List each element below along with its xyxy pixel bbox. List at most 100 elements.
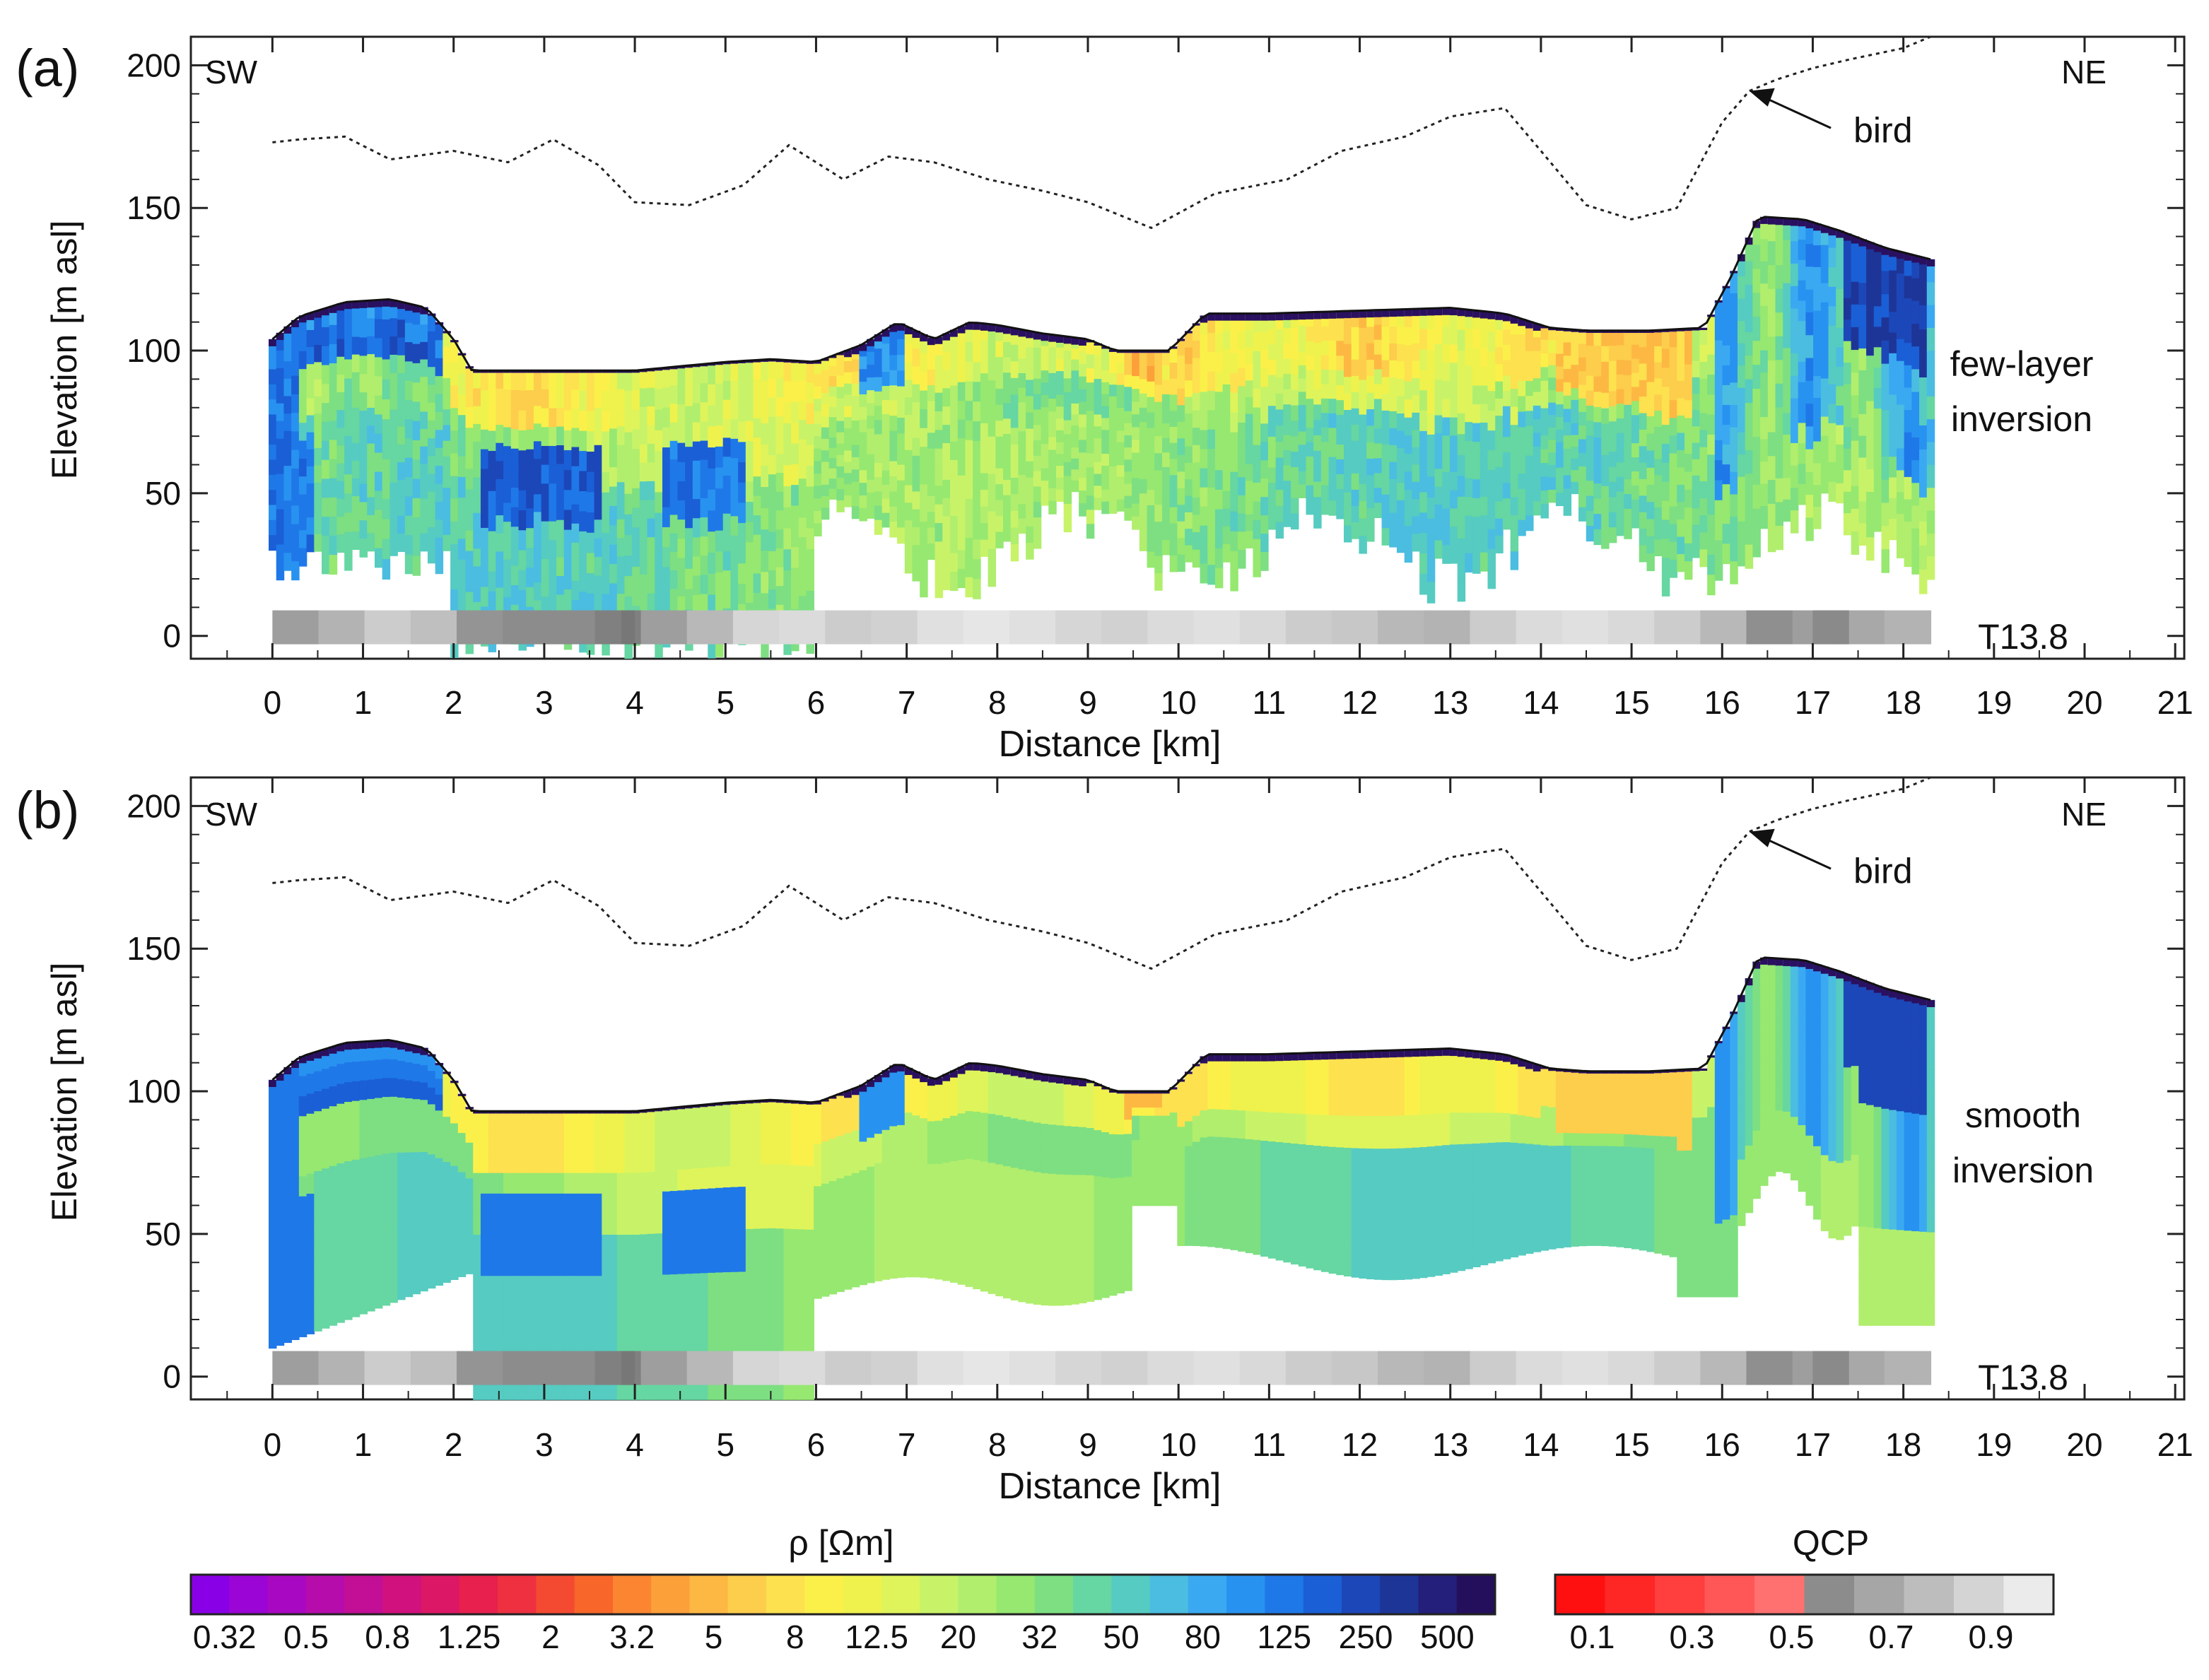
resistivity-cell [798,1229,807,1252]
resistivity-cell [1389,310,1398,327]
resistivity-cell [579,1132,587,1153]
resistivity-cell [314,310,322,329]
resistivity-cell [480,547,489,568]
resistivity-cell [669,1149,679,1171]
resistivity-cell [867,1108,875,1124]
resistivity-cell [556,1152,565,1174]
resistivity-cell [276,403,285,422]
resistivity-cell [775,397,785,417]
resistivity-cell [269,474,277,491]
resistivity-cell [314,465,322,483]
resistivity-cell [609,1235,618,1256]
resistivity-cell [639,1131,648,1153]
resistivity-cell [1139,351,1148,366]
resistivity-cell [404,1170,414,1189]
resistivity-cell [1767,360,1776,385]
resistivity-cell [783,591,792,613]
resistivity-cell [563,430,573,451]
resistivity-cell [518,550,527,571]
resistivity-cell [1124,387,1132,400]
resistivity-cell [988,1130,997,1148]
resistivity-cell [374,1193,383,1214]
resistivity-cell [1230,491,1238,512]
resistivity-cell [473,442,481,461]
resistivity-cell [1359,518,1367,537]
resistivity-cell [655,1109,663,1131]
resistivity-cell [1419,370,1428,391]
resistivity-cell [1177,505,1185,522]
resistivity-cell [1381,461,1390,478]
resistivity-cell [1283,343,1291,360]
resistivity-cell [677,1295,686,1317]
resistivity-cell [988,530,997,550]
resistivity-cap [412,1046,421,1054]
resistivity-cell [1320,369,1330,385]
resistivity-cell [1866,264,1875,288]
resistivity-cell [510,507,520,528]
resistivity-cell [1419,308,1428,330]
resistivity-cell [1578,384,1587,399]
resistivity-cell [1124,411,1132,424]
resistivity-cell [685,589,693,611]
resistivity-cell [1798,341,1807,363]
resistivity-cell [1722,305,1731,327]
resistivity-cell [1783,391,1791,414]
resistivity-cell [404,457,414,478]
resistivity-cell [1775,502,1784,527]
resistivity-cell [662,567,671,588]
resistivity-cap [1116,351,1125,353]
resistivity-cell [1344,459,1352,477]
resistivity-cell [533,1111,542,1133]
resistivity-cell [1881,433,1889,457]
resistivity-cell [1479,329,1489,349]
resistivity-cell [1373,324,1383,341]
resistivity-cell [1684,435,1693,454]
resistivity-cell [1260,460,1269,480]
resistivity-cap [1283,312,1291,320]
resistivity-cell [427,331,436,350]
resistivity-cell [276,438,285,457]
resistivity-cell [291,375,300,395]
resistivity-cell [1381,427,1390,445]
resistivity-cell [844,495,852,507]
resistivity-cell [1071,480,1079,493]
resistivity-cell [1419,471,1428,493]
resistivity-cell [647,462,656,482]
resistivity-cap [814,1102,822,1105]
resistivity-cell [814,1270,822,1285]
resistivity-cell [322,1308,330,1329]
resistivity-cell [586,593,595,615]
resistivity-cell [950,1161,959,1177]
resistivity-cell [1836,327,1844,348]
resistivity-cell [1563,342,1572,357]
resistivity-cell [980,1112,989,1130]
resistivity-cell [1426,539,1436,562]
resistivity-cell [745,1101,754,1123]
resistivity-cell [382,1286,391,1306]
resistivity-cell [1775,288,1784,314]
resistivity-cell [1344,327,1352,345]
resistivity-cell [496,587,504,606]
resistivity-cell [616,1296,626,1318]
resistivity-cap [828,1096,838,1099]
resistivity-cell [1911,255,1920,279]
resistivity-cell [1578,480,1587,495]
resistivity-cell [473,548,481,568]
resistivity-cell [602,553,610,575]
resistivity-cell [480,1152,489,1174]
resistivity-cell [397,515,406,534]
resistivity-cell [344,1299,353,1320]
resistivity-cell [957,382,966,401]
resistivity-cell [283,343,292,362]
resistivity-cell [912,527,920,546]
resistivity-cell [677,404,686,425]
resistivity-cell [881,1159,891,1175]
resistivity-cell [389,318,398,337]
resistivity-cell [1426,498,1436,519]
resistivity-cell [1457,351,1466,372]
resistivity-cell [851,1144,860,1160]
resistivity-cell [973,579,981,599]
resistivity-cell [753,399,762,419]
resistivity-cell [298,1216,307,1238]
resistivity-cell [881,343,891,358]
